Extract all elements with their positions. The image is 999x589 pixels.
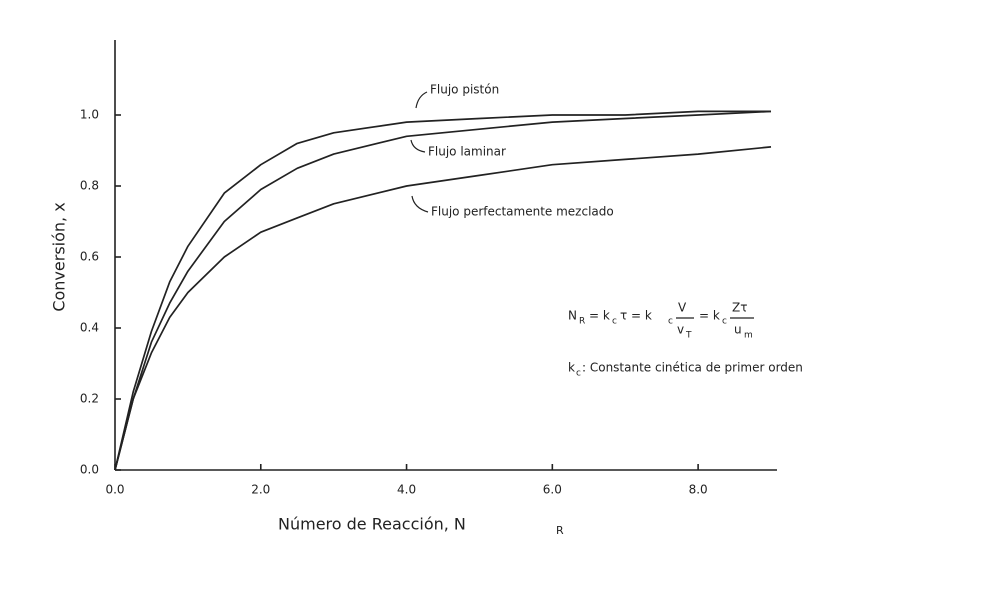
eq-part: u bbox=[734, 323, 742, 337]
x-axis-label-sub: R bbox=[556, 524, 564, 537]
note-part: k bbox=[568, 361, 575, 375]
eq-sub: c bbox=[722, 317, 727, 327]
eq-part: V bbox=[678, 301, 687, 315]
x-axis-label: Número de Reacción, N bbox=[278, 515, 466, 534]
eq-part: τ = k bbox=[620, 309, 652, 323]
eq-sub: c bbox=[668, 317, 673, 327]
eq-sub: T bbox=[685, 331, 692, 341]
eq-part: Zτ bbox=[732, 301, 747, 315]
curve bbox=[114, 146, 772, 471]
y-axis-label: Conversión, x bbox=[50, 202, 69, 311]
curve-label: Flujo perfectamente mezclado bbox=[431, 205, 614, 219]
equation: N R = k c τ = k c V v T = k c Zτ u m bbox=[568, 301, 754, 341]
note-part: : Constante cinética de primer orden bbox=[582, 361, 803, 375]
curve-label: Flujo laminar bbox=[428, 145, 506, 159]
curve-label: Flujo pistón bbox=[430, 83, 499, 97]
note-sub: c bbox=[576, 369, 581, 379]
y-tick-label: 0.4 bbox=[80, 321, 99, 335]
eq-part: N bbox=[568, 309, 577, 323]
eq-part: = k bbox=[699, 309, 720, 323]
x-tick-label: 6.0 bbox=[543, 483, 562, 497]
eq-sub: R bbox=[579, 317, 585, 327]
y-tick-label: 0.6 bbox=[80, 250, 99, 264]
note: k c : Constante cinética de primer orden bbox=[568, 361, 803, 379]
curve bbox=[114, 110, 772, 471]
curve bbox=[114, 110, 771, 471]
leader-line bbox=[411, 195, 429, 213]
y-tick-label: 1.0 bbox=[80, 108, 99, 122]
eq-part: = k bbox=[589, 309, 610, 323]
leader-line bbox=[415, 91, 428, 109]
x-tick-label: 4.0 bbox=[397, 483, 416, 497]
y-tick-label: 0.8 bbox=[80, 179, 99, 193]
leader-line bbox=[410, 139, 426, 153]
x-tick-label: 2.0 bbox=[251, 483, 270, 497]
eq-part: v bbox=[677, 323, 684, 337]
eq-sub: m bbox=[744, 331, 753, 341]
x-tick-label: 0.0 bbox=[105, 483, 124, 497]
eq-sub: c bbox=[612, 317, 617, 327]
y-tick-label: 0.0 bbox=[80, 463, 99, 477]
y-tick-label: 0.2 bbox=[80, 392, 99, 406]
x-tick-label: 8.0 bbox=[689, 483, 708, 497]
